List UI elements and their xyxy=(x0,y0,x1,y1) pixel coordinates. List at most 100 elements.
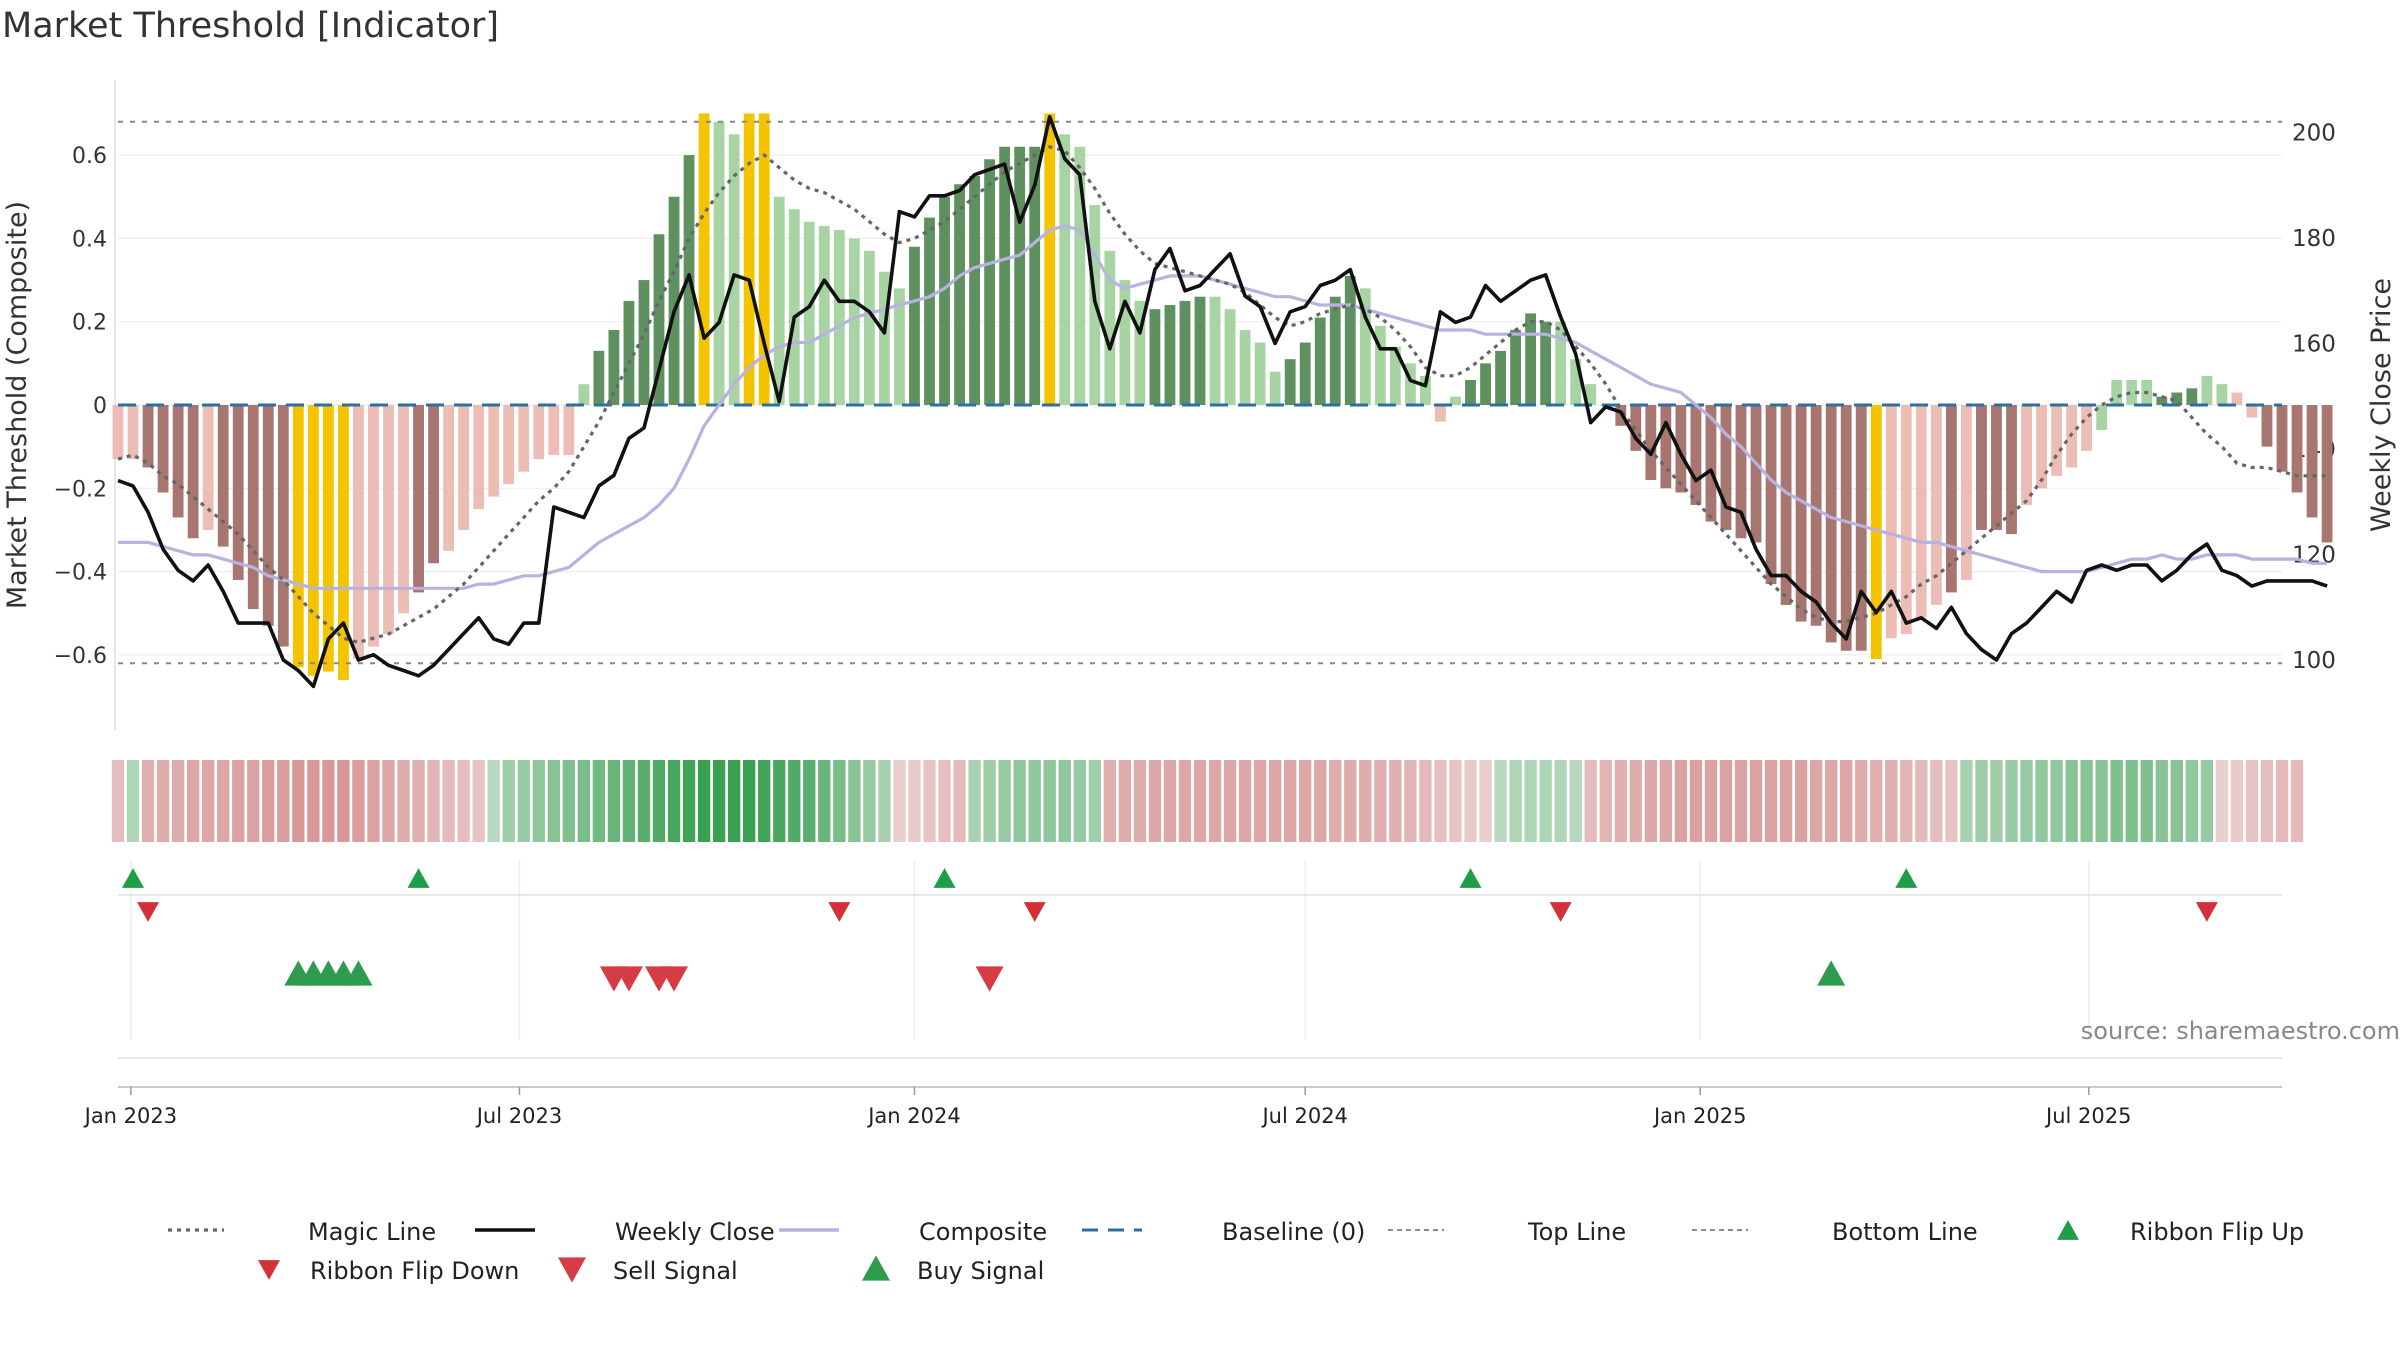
composite-bar xyxy=(879,271,890,405)
ribbon-cell xyxy=(1674,760,1688,842)
ribbon-flip-down-marker xyxy=(1023,902,1046,922)
ribbon-cell xyxy=(457,760,470,842)
ribbon-cell xyxy=(2200,760,2214,842)
composite-bar xyxy=(1179,300,1191,405)
composite-bar xyxy=(307,405,319,676)
ribbon-cell xyxy=(848,760,861,842)
y2-tick-label: 160 xyxy=(2292,332,2336,358)
composite-bar xyxy=(1044,113,1056,405)
composite-bar xyxy=(2096,405,2108,430)
ribbon-cell xyxy=(637,760,651,842)
ribbon-cell xyxy=(1599,760,1612,842)
composite-bar xyxy=(818,225,830,405)
ribbon-cell xyxy=(1013,760,1026,842)
ribbon-cell xyxy=(712,760,726,842)
composite-bar xyxy=(2321,405,2333,543)
ribbon-cell xyxy=(1794,760,1808,842)
composite-bar xyxy=(653,234,665,405)
ribbon-cell xyxy=(667,760,681,842)
composite-bar xyxy=(518,405,530,472)
composite-bar xyxy=(1074,146,1086,405)
composite-bar xyxy=(894,288,905,405)
composite-bar xyxy=(2006,405,2017,535)
ribbon-cell xyxy=(818,760,831,842)
composite-bar xyxy=(848,238,860,405)
ribbon-cell xyxy=(442,760,455,842)
ribbon-cell xyxy=(502,760,515,842)
y2-tick-label: 200 xyxy=(2292,121,2336,147)
ribbon-cell xyxy=(1659,760,1673,842)
composite-bar xyxy=(247,405,259,610)
legend-label: Buy Signal xyxy=(917,1257,1044,1285)
buy-signal-marker xyxy=(1817,960,1846,986)
composite-bar xyxy=(1119,280,1131,405)
sell-signal-marker xyxy=(660,966,689,992)
composite-bar xyxy=(1284,359,1296,405)
composite-bar xyxy=(1825,405,1837,643)
legend-label: Top Line xyxy=(1527,1218,1626,1246)
ribbon-flip-up-marker xyxy=(933,868,956,888)
ribbon-cell xyxy=(1223,760,1237,842)
ribbon-cell xyxy=(2035,760,2048,842)
ribbon-cell xyxy=(682,760,696,842)
ribbon-cell xyxy=(1915,760,1928,842)
composite-bar xyxy=(1314,317,1326,405)
composite-bar xyxy=(803,221,815,405)
ribbon-cell xyxy=(217,760,230,842)
ribbon-cell xyxy=(1945,760,1958,842)
composite-bar xyxy=(668,196,680,405)
ribbon-cell xyxy=(1434,760,1447,842)
composite-bar xyxy=(1885,405,1897,639)
ribbon-cell xyxy=(397,760,410,842)
composite-bar xyxy=(473,405,485,510)
sell-signal-marker xyxy=(975,966,1004,992)
composite-bar xyxy=(1525,313,1537,405)
composite-bar xyxy=(1570,359,1582,405)
composite-bar xyxy=(1029,146,1041,405)
composite-bar xyxy=(458,405,470,530)
ribbon-cell xyxy=(1028,760,1041,842)
composite-bar xyxy=(1329,296,1341,405)
ribbon-cell xyxy=(2125,760,2138,842)
ribbon-cell xyxy=(2245,760,2259,842)
ribbon-cell xyxy=(1359,760,1372,842)
composite-bar xyxy=(232,405,244,580)
ribbon-cell xyxy=(307,760,320,842)
ribbon-flip-down-marker xyxy=(1549,902,1572,922)
composite-bar xyxy=(503,405,515,485)
x-tick-label: Jan 2024 xyxy=(866,1104,961,1128)
ribbon-cell xyxy=(1539,760,1552,842)
composite-bar xyxy=(2201,375,2213,405)
ribbon-cell xyxy=(412,760,425,842)
ribbon-cell xyxy=(1719,760,1733,842)
composite-bar xyxy=(398,405,409,614)
ribbon-cell xyxy=(1885,760,1898,842)
composite-bar xyxy=(383,405,394,635)
sell-signal-marker xyxy=(614,966,643,992)
composite-bar xyxy=(2111,380,2123,405)
y-tick-label: 0.2 xyxy=(72,311,107,336)
composite-bar xyxy=(2036,405,2047,489)
composite-bar xyxy=(743,113,755,405)
ribbon-flip-up-marker xyxy=(407,868,430,888)
composite-bar xyxy=(2051,405,2062,476)
buy-signal-marker xyxy=(344,960,373,986)
legend-flipdown-symbol xyxy=(258,1260,280,1280)
ribbon-cell xyxy=(2290,760,2304,842)
composite-bar xyxy=(1555,321,1567,405)
ribbon-cell xyxy=(2155,760,2168,842)
weekly-close-line xyxy=(117,114,2328,689)
composite-bar xyxy=(217,405,229,547)
ribbon-cell xyxy=(1479,760,1492,842)
ribbon-cell xyxy=(1284,760,1297,842)
composite-bar xyxy=(2291,405,2303,493)
ribbon-cell xyxy=(517,760,530,842)
ribbon-cell xyxy=(232,760,245,842)
composite-bar xyxy=(1915,405,1927,618)
composite-bar xyxy=(1239,330,1251,405)
composite-bar xyxy=(1795,405,1807,622)
composite-bar xyxy=(1269,371,1281,405)
ribbon-cell xyxy=(1870,760,1883,842)
ribbon-cell xyxy=(2020,760,2033,842)
composite-bar xyxy=(1945,405,1957,593)
